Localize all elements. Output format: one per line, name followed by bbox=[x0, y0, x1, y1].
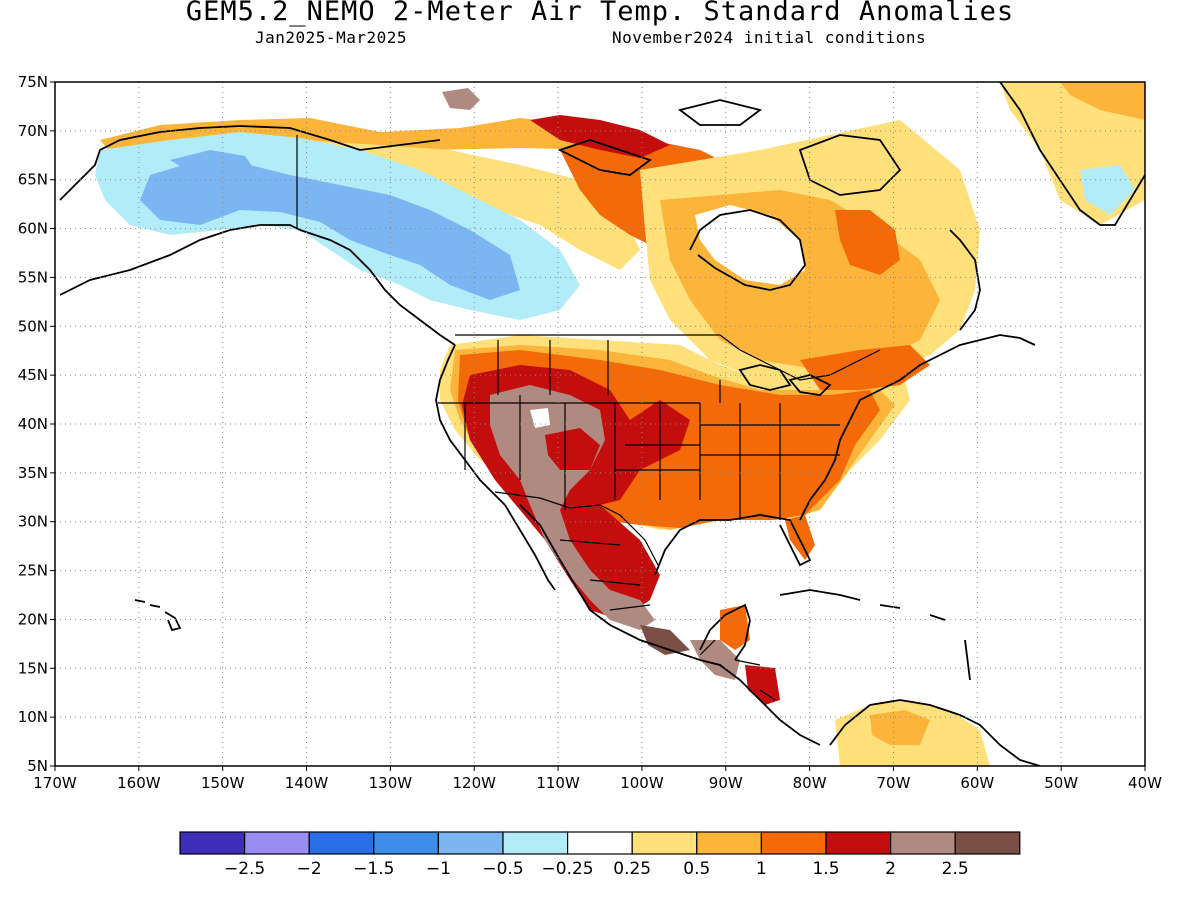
lat-tick-label: 70N bbox=[18, 122, 48, 140]
lon-tick-label: 60W bbox=[960, 774, 994, 792]
lon-tick-label: 120W bbox=[452, 774, 496, 792]
colorbar-label: 0.25 bbox=[613, 859, 651, 879]
colorbar-swatch bbox=[631, 831, 698, 855]
colorbar-swatch bbox=[308, 831, 375, 855]
south-america-coast bbox=[829, 699, 1041, 766]
lon-tick-label: 90W bbox=[709, 774, 743, 792]
great-lakes bbox=[738, 364, 832, 396]
yucatan-orange bbox=[720, 605, 750, 650]
hawaii-islands bbox=[134, 599, 182, 632]
arctic-archipelago-red bbox=[530, 115, 670, 158]
lon-tick-label: 110W bbox=[536, 774, 580, 792]
political-boundaries bbox=[296, 135, 881, 701]
mexico-state-lines bbox=[559, 539, 651, 611]
cold-blue-patch-alaska bbox=[170, 150, 255, 175]
axis-ticks: 75N 70N 65N 60N 55N 50N 45N 40N 35N 30N 25N 20N 15N 1… bbox=[18, 73, 1162, 792]
caribbean-islands bbox=[779, 589, 971, 681]
colorbar-label: 1.5 bbox=[812, 859, 839, 879]
lon-tick-label: 80W bbox=[793, 774, 827, 792]
lat-tick-label: 30N bbox=[18, 513, 48, 531]
lat-tick-label: 10N bbox=[18, 708, 48, 726]
us-east-coast bbox=[799, 354, 941, 521]
colorbar-swatch bbox=[825, 831, 892, 855]
colorbar-label: −1 bbox=[426, 859, 451, 879]
lat-tick-label: 5N bbox=[27, 757, 48, 775]
lon-tick-label: 70W bbox=[877, 774, 911, 792]
anomaly-field bbox=[55, 82, 1145, 766]
lat-tick-label: 40N bbox=[18, 415, 48, 433]
lat-tick-label: 60N bbox=[18, 220, 48, 238]
colorbar: −2.5 −2 −1.5 −1 −0.5 −0.25 0.25 0.5 1 1.5 2 2.5 bbox=[179, 831, 1021, 879]
yucatan-coast bbox=[699, 603, 751, 661]
lat-tick-label: 15N bbox=[18, 659, 48, 677]
colorbar-swatch bbox=[696, 831, 762, 855]
colorbar-label: −1.5 bbox=[353, 859, 394, 879]
east-canada-coast-orange bbox=[800, 345, 930, 390]
colorbar-label: 2 bbox=[885, 859, 896, 879]
graticule bbox=[55, 82, 1145, 766]
lon-tick-label: 150W bbox=[201, 774, 245, 792]
chart-title: GEM5.2_NEMO 2-Meter Air Temp. Standard A… bbox=[185, 0, 1015, 27]
great-salt-lake-white bbox=[530, 408, 550, 428]
colorbar-swatch bbox=[373, 831, 439, 855]
colorbar-swatch bbox=[566, 831, 633, 855]
colorbar-swatch bbox=[954, 831, 1021, 855]
us-canada-border bbox=[455, 334, 881, 381]
central-mexico-extreme bbox=[640, 625, 690, 655]
lat-tick-label: 25N bbox=[18, 562, 48, 580]
us-west-coast bbox=[435, 344, 506, 506]
four-corners-red-core bbox=[545, 428, 600, 470]
colorbar-swatch bbox=[502, 831, 569, 855]
south-america-orange bbox=[870, 710, 930, 745]
lat-tick-label: 45N bbox=[18, 366, 48, 384]
colorbar-swatch bbox=[437, 831, 504, 855]
canada-east-coast bbox=[939, 229, 1036, 356]
us-mexico-border bbox=[494, 491, 659, 566]
lat-tick-label: 50N bbox=[18, 317, 48, 335]
colorbar-label: 0.5 bbox=[683, 859, 710, 879]
lat-tick-label: 75N bbox=[18, 73, 48, 91]
colorbar-label: 2.5 bbox=[942, 859, 969, 879]
hudson-bay-white bbox=[695, 205, 805, 285]
lon-tick-label: 130W bbox=[369, 774, 413, 792]
us-state-lines bbox=[438, 340, 840, 520]
southwest-extreme bbox=[490, 385, 655, 630]
gulf-coast bbox=[654, 514, 812, 576]
lon-tick-label: 100W bbox=[620, 774, 664, 792]
colorbar-swatch bbox=[244, 831, 310, 855]
cold-blue-region bbox=[140, 160, 520, 300]
bc-coast bbox=[299, 229, 456, 346]
colorbar-label: −2.5 bbox=[224, 859, 265, 879]
lon-tick-label: 50W bbox=[1044, 774, 1078, 792]
lat-tick-label: 55N bbox=[18, 268, 48, 286]
alaska-coast bbox=[59, 125, 441, 296]
lat-tick-label: 20N bbox=[18, 610, 48, 628]
hudson-bay-coast bbox=[689, 209, 806, 291]
greenland-cool bbox=[1080, 165, 1135, 215]
arctic-brown-patch bbox=[442, 88, 480, 110]
lat-tick-label: 65N bbox=[18, 171, 48, 189]
coastlines bbox=[59, 82, 1145, 766]
lon-tick-label: 140W bbox=[285, 774, 329, 792]
labrador-dark-orange bbox=[835, 210, 900, 275]
lon-tick-label: 40W bbox=[1128, 774, 1162, 792]
lat-tick-label: 35N bbox=[18, 464, 48, 482]
colorbar-label: 1 bbox=[756, 859, 767, 879]
greenland-coast bbox=[999, 82, 1145, 226]
central-america-borders bbox=[699, 639, 776, 701]
colorbar-label: −0.5 bbox=[482, 859, 523, 879]
lon-tick-label: 160W bbox=[117, 774, 161, 792]
lon-tick-label: 170W bbox=[33, 774, 77, 792]
period-label: Jan2025-Mar2025 bbox=[255, 28, 407, 47]
colorbar-swatch bbox=[889, 831, 956, 855]
colorbar-swatch bbox=[179, 831, 246, 855]
init-label: November2024 initial conditions bbox=[612, 28, 927, 47]
colorbar-label: −2 bbox=[297, 859, 322, 879]
greenland-orange bbox=[1060, 82, 1145, 120]
colorbar-swatch bbox=[760, 831, 827, 855]
colorbar-label: −0.25 bbox=[542, 859, 594, 879]
